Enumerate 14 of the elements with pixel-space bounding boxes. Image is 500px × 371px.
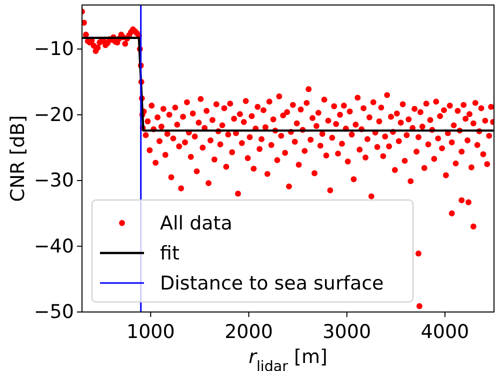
y-tick-label: −20 xyxy=(34,104,74,126)
x-tick-label: 1000 xyxy=(126,321,175,344)
y-tick-label: −40 xyxy=(34,235,74,258)
ref-line-label: Distance to sea surface xyxy=(160,272,384,295)
x-tick-label: 3000 xyxy=(322,321,372,344)
y-tick-label: −50 xyxy=(34,301,74,324)
y-tick-label: −10 xyxy=(34,38,74,60)
legend-label: All data xyxy=(160,212,232,235)
y-axis-title: CNR [dB] xyxy=(7,115,29,202)
x-tick-label: 2000 xyxy=(224,321,273,344)
y-tick-label: −30 xyxy=(34,170,74,192)
x-tick-label: 4000 xyxy=(420,321,470,344)
legend-label: fit xyxy=(160,242,180,265)
x-axis-title: r$_{lidar}$ [m] xyxy=(248,346,328,371)
